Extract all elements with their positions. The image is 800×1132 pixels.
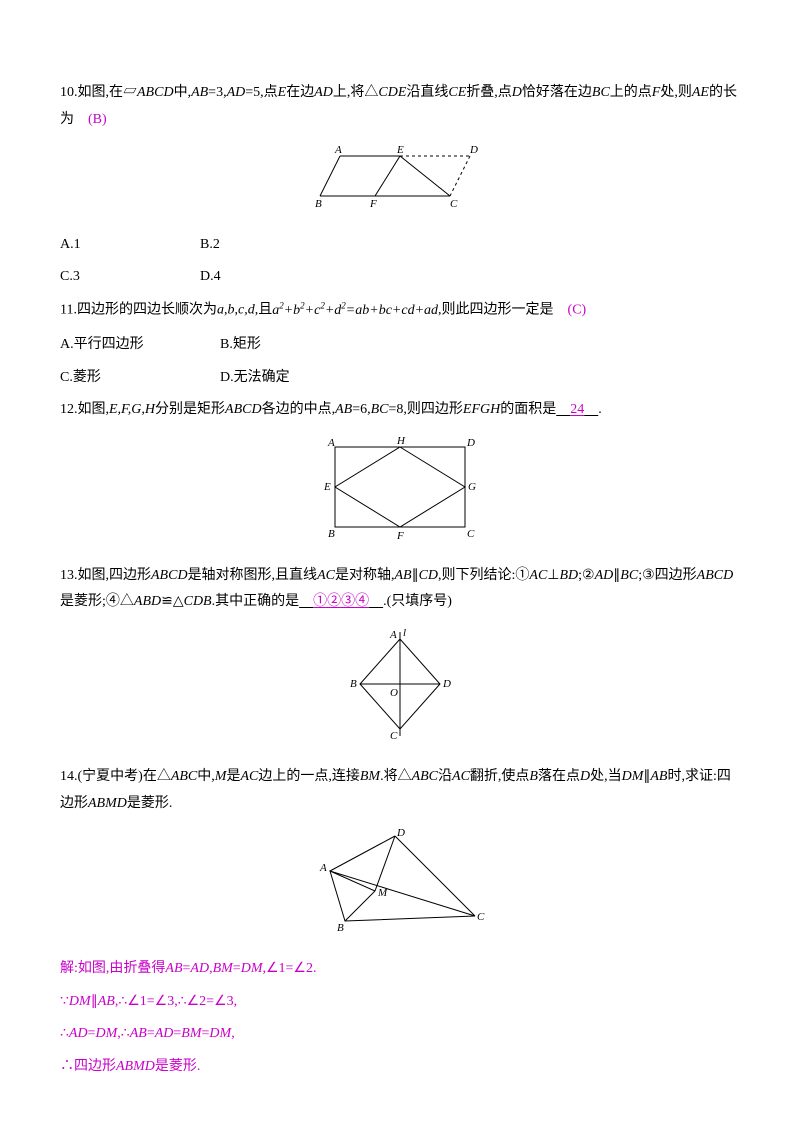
q13-text: 13.如图,四边形ABCD是轴对称图形,且直线AC是对称轴,AB∥CD,则下列结… [60, 563, 740, 616]
q11-optB: B.矩形 [220, 332, 380, 359]
svg-text:B: B [315, 198, 322, 210]
q11-optA: A.平行四边形 [60, 332, 220, 359]
svg-text:G: G [468, 481, 476, 493]
svg-text:C: C [467, 528, 475, 540]
svg-text:A: A [319, 862, 327, 874]
svg-text:D: D [442, 678, 451, 690]
svg-text:D: D [469, 144, 478, 156]
q10-options: A.1 B.2 [60, 232, 740, 259]
q10-options2: C.3 D.4 [60, 264, 740, 291]
q10-optD: D.4 [200, 264, 340, 291]
svg-text:C: C [477, 911, 485, 923]
svg-text:E: E [396, 144, 404, 156]
svg-text:H: H [396, 435, 406, 447]
svg-text:B: B [350, 678, 357, 690]
q12-text: 12.如图,E,F,G,H分别是矩形ABCD各边的中点,AB=6,BC=8,则四… [60, 397, 740, 424]
svg-text:A: A [389, 629, 397, 641]
q10-optA: A.1 [60, 232, 200, 259]
q14-text: 14.(宁夏中考)在△ABC中,M是AC边上的一点,连接BM.将△ABC沿AC翻… [60, 764, 740, 817]
q14-sol3: ∴AD=DM,∴AB=AD=BM=DM, [60, 1021, 740, 1048]
svg-text:D: D [396, 827, 405, 839]
q14-sol1: 解:如图,由折叠得AB=AD,BM=DM,∠1=∠2. [60, 956, 740, 983]
q10-optC: C.3 [60, 264, 200, 291]
svg-text:A: A [334, 144, 342, 156]
q10-figure: A E D B F C [60, 141, 740, 222]
q10-optB: B.2 [200, 232, 340, 259]
svg-text:C: C [450, 198, 458, 210]
svg-text:E: E [323, 481, 331, 493]
q13-answer: ①②③④ [313, 594, 369, 609]
svg-text:F: F [369, 198, 377, 210]
q11-answer: (C) [568, 303, 587, 318]
q12-answer: 24 [570, 402, 584, 417]
q11-optC: C.菱形 [60, 365, 220, 392]
svg-text:B: B [337, 922, 344, 934]
svg-text:C: C [390, 730, 398, 742]
svg-text:D: D [466, 437, 475, 449]
svg-text:M: M [377, 887, 388, 899]
svg-text:O: O [390, 687, 398, 699]
q11-optD: D.无法确定 [220, 365, 380, 392]
svg-text:l: l [403, 627, 406, 639]
q10-answer: (B) [88, 112, 107, 127]
q14-sol4: ∴四边形ABMD是菱形. [60, 1054, 740, 1081]
q14-figure: A D M B C [60, 826, 740, 947]
q11-options2: C.菱形 D.无法确定 [60, 365, 740, 392]
q10-text: 10.如图,在▱ABCD中,AB=3,AD=5,点E在边AD上,将△CDE沿直线… [60, 80, 740, 133]
svg-text:F: F [396, 530, 404, 542]
q11-text: 11.四边形的四边长顺次为a,b,c,d,且a2+b2+c2+d2=ab+bc+… [60, 297, 740, 324]
svg-text:B: B [328, 528, 335, 540]
q13-figure: A l B O D C [60, 624, 740, 755]
q11-options: A.平行四边形 B.矩形 [60, 332, 740, 359]
q14-sol2: ∵DM∥AB,∴∠1=∠3,∴∠2=∠3, [60, 989, 740, 1016]
q12-figure: A H D E G B F C [60, 432, 740, 553]
svg-text:A: A [327, 437, 335, 449]
